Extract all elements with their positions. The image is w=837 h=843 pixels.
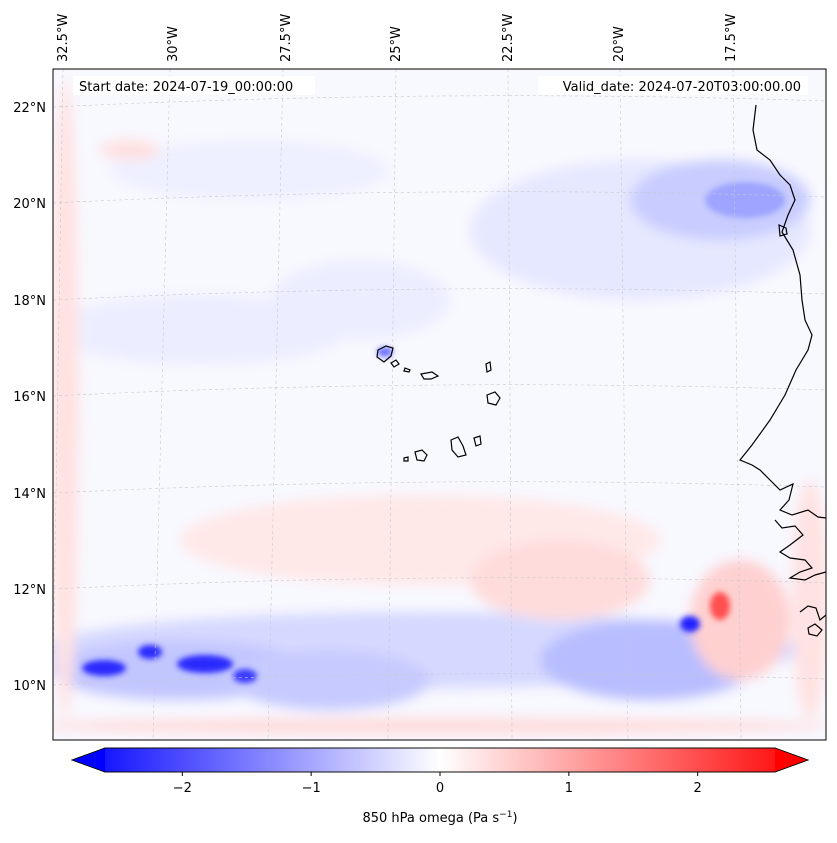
- meridian-line: [267, 69, 284, 740]
- lon-label: 17.5°W: [724, 14, 739, 62]
- guinea-bissau-coast: [774, 519, 826, 581]
- colorbar-label-close: ): [512, 811, 517, 826]
- colorbar-tick-label: −1: [302, 781, 321, 796]
- island-boa-vista: [486, 391, 501, 406]
- parallel-line: [53, 673, 826, 686]
- island-santa-luzia: [403, 367, 411, 373]
- lat-label: 22°N: [13, 101, 46, 116]
- lat-label: 16°N: [13, 390, 46, 405]
- lon-label: 25°W: [389, 26, 404, 62]
- omega-field: [53, 69, 826, 740]
- colorbar-label-main: 850 hPa omega (Pa s: [362, 811, 499, 826]
- island-santiago: [450, 436, 467, 458]
- colorbar-tick-label: 0: [436, 781, 444, 796]
- lat-label: 14°N: [13, 487, 46, 502]
- island-sao-nicolau: [420, 371, 440, 380]
- meridian-line: [507, 69, 513, 740]
- coast-islands: [799, 605, 826, 622]
- lon-label: 22.5°W: [501, 14, 516, 62]
- valid-date-label: Valid_date: 2024-07-20T03:00:00.00: [563, 80, 801, 95]
- start-date-box: [73, 76, 315, 95]
- colorbar-min-extend: [72, 748, 105, 772]
- lon-label: 30°W: [166, 26, 181, 62]
- west-africa-coastline: [739, 104, 826, 519]
- island-santo-antao: [376, 345, 394, 363]
- meridian-line: [619, 69, 629, 740]
- colorbar-tick-label: 2: [694, 781, 702, 796]
- plot-frame: [52, 68, 827, 741]
- parallel-line: [53, 577, 826, 590]
- island-maio: [473, 435, 482, 447]
- parallel-line: [53, 95, 826, 108]
- valid-date-box: [538, 76, 808, 95]
- colorbar-ticks: −2 −1 0 1 2: [173, 772, 702, 796]
- lat-label: 12°N: [13, 583, 46, 598]
- colorbar-max-extend: [775, 748, 808, 772]
- parallel-line: [53, 191, 826, 204]
- island-sao-vicente: [390, 359, 400, 368]
- lat-label: 20°N: [13, 197, 46, 212]
- colorbar: −2 −1 0 1 2 850 hPa omega (Pa s−1): [70, 747, 810, 826]
- island-brava: [403, 456, 409, 462]
- latitude-labels: 22°N 20°N 18°N 16°N 14°N 12°N 10°N: [13, 101, 46, 694]
- lat-label: 10°N: [13, 679, 46, 694]
- lat-label: 18°N: [13, 294, 46, 309]
- colorbar-gradient: [70, 747, 810, 773]
- meridian-line: [387, 69, 397, 740]
- parallel-line: [53, 481, 826, 494]
- parallel-line: [53, 288, 826, 301]
- start-date-label: Start date: 2024-07-19_00:00:00: [79, 80, 293, 95]
- lon-label: 27.5°W: [279, 14, 294, 62]
- graticule: [53, 69, 826, 740]
- longitude-labels: 32.5°W 30°W 27.5°W 25°W 22.5°W 20°W 17.5…: [56, 14, 739, 62]
- colorbar-outline: [70, 747, 810, 773]
- colorbar-label: 850 hPa omega (Pa s−1): [362, 810, 517, 826]
- bijagos-island: [807, 623, 823, 637]
- meridian-line: [152, 69, 171, 740]
- island-sal: [485, 361, 492, 373]
- meridian-line: [53, 69, 64, 698]
- coastlines: [376, 104, 826, 637]
- island-fogo: [414, 449, 428, 462]
- meridian-line: [732, 69, 742, 740]
- parallel-line: [53, 384, 826, 397]
- colorbar-label-sup: −1: [499, 810, 512, 820]
- coast-island: [778, 224, 788, 237]
- colorbar-tick-label: 1: [565, 781, 573, 796]
- colorbar-tick-label: −2: [173, 781, 192, 796]
- lon-label: 20°W: [612, 26, 627, 62]
- lon-label: 32.5°W: [56, 14, 71, 62]
